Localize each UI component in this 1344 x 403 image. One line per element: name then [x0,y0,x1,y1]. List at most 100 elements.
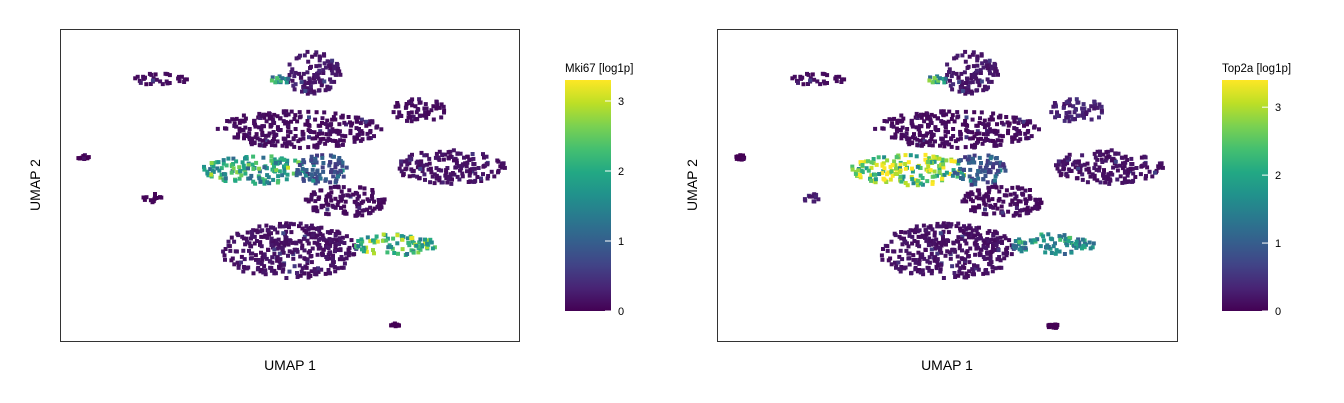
cell-point [1025,207,1030,212]
cell-point [947,109,952,114]
cell-point [269,154,274,159]
cell-point [332,184,337,189]
cell-point [77,156,82,161]
cell-point [987,229,992,234]
cell-point [932,233,937,238]
cell-point [300,246,305,251]
cell-point [306,271,311,276]
cell-point [344,234,349,239]
cell-point [899,132,904,137]
cell-point [307,226,312,231]
cell-point [994,161,999,166]
cell-point [939,262,943,267]
cell-point [313,80,318,85]
cell-point [1020,208,1025,213]
cell-point [443,173,448,178]
cell-point [944,158,949,163]
cell-point [258,240,263,245]
cell-point [899,113,904,118]
cell-point [341,174,346,179]
cell-point [976,267,981,272]
cell-point [367,122,372,127]
cell-point [285,172,290,177]
cell-point [919,234,924,239]
cell-point [977,131,982,136]
cell-point [977,192,982,197]
cell-point [270,260,275,265]
cell-point [906,160,911,165]
cell-point [349,238,354,243]
cell-point [253,124,258,129]
cell-point [898,162,903,167]
cell-point [270,75,275,80]
cell-point [924,232,929,237]
cell-point [944,170,949,175]
cell-point [277,74,282,79]
cell-point [289,119,294,124]
cell-point [249,244,254,249]
cell-point [415,159,420,164]
cell-point [970,52,975,57]
cell-point [1107,181,1112,186]
cell-point [322,110,327,115]
cell-point [990,269,995,274]
cell-point [305,91,310,96]
cell-point [290,78,295,83]
cell-point [991,243,995,248]
cell-point [1025,136,1030,141]
cell-point [259,244,264,249]
cell-point [217,168,222,173]
cell-point [259,250,263,255]
cell-point [975,232,980,236]
cell-point [959,71,964,76]
cell-point [942,80,947,85]
cell-point [1099,108,1104,113]
cell-point [871,161,876,166]
cell-point [85,155,90,160]
cell-point [401,173,406,178]
cell-point [400,237,405,242]
cell-point [978,165,983,170]
cell-point [261,270,266,275]
cell-point [288,130,293,135]
cell-point [986,256,991,261]
cell-point [296,160,301,165]
cell-point [269,243,274,248]
cell-point [444,176,449,180]
cell-point [333,233,338,238]
cell-point [318,79,322,84]
cell-point [992,211,997,216]
cell-point [355,201,360,206]
cell-point [915,183,920,188]
cell-point [354,126,359,131]
cell-point [297,163,302,167]
cell-point [889,262,894,267]
cell-point [1049,110,1054,115]
cell-point [990,197,995,202]
cell-point [406,236,410,241]
cell-point [1118,163,1123,168]
cell-point [280,76,285,81]
cell-point [333,243,338,248]
cell-point [357,127,361,131]
cell-point [417,160,422,165]
cell-point [912,239,917,243]
cell-point [941,221,946,226]
cell-point [263,268,268,273]
cell-point [1004,188,1009,193]
cell-point [915,137,920,142]
cell-point [966,130,971,134]
cell-point [297,71,302,76]
cell-point [1143,155,1148,160]
cell-point [924,140,929,145]
cell-point [1014,127,1019,131]
cell-point [395,101,400,105]
cell-point [293,113,298,118]
cell-point [262,143,267,148]
cell-point [249,140,253,145]
cell-point [305,261,310,266]
cell-point [337,242,342,247]
cell-point [305,86,310,91]
cell-point [1108,171,1113,175]
cell-point [413,104,418,109]
